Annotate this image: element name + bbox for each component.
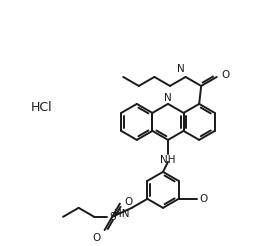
Text: O: O bbox=[200, 194, 208, 204]
Text: O: O bbox=[92, 233, 101, 243]
Text: O: O bbox=[222, 70, 230, 80]
Text: N: N bbox=[177, 64, 185, 74]
Text: S: S bbox=[109, 212, 116, 222]
Text: NH: NH bbox=[160, 155, 176, 165]
Text: O: O bbox=[124, 197, 132, 207]
Text: N: N bbox=[164, 93, 172, 103]
Text: HN: HN bbox=[114, 209, 130, 219]
Text: HCl: HCl bbox=[31, 101, 53, 114]
